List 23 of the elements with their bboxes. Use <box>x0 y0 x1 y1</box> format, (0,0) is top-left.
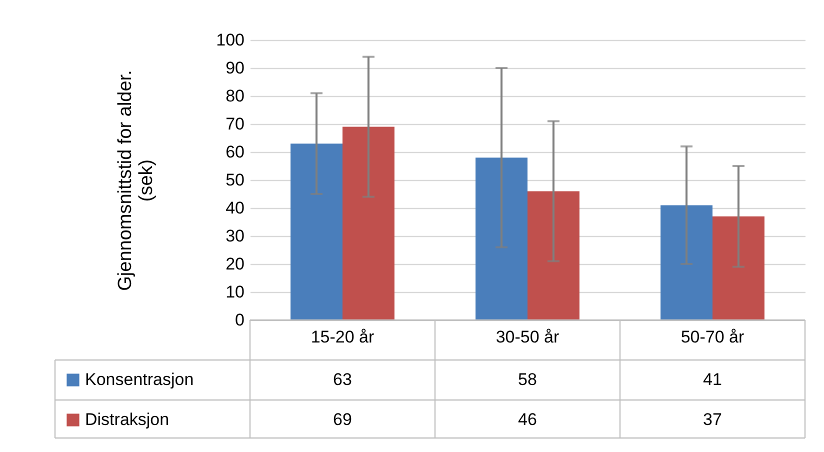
data-label: 63 <box>333 370 352 389</box>
data-label: 37 <box>703 410 722 429</box>
legend-label: Distraksjon <box>85 410 170 429</box>
data-label: 41 <box>703 370 722 389</box>
y-tick-label: 50 <box>226 170 244 190</box>
y-tick-label: 0 <box>235 310 244 330</box>
y-tick-label: 70 <box>226 114 244 134</box>
data-label: 69 <box>333 410 352 429</box>
y-tick-label: 10 <box>226 282 244 302</box>
x-tick-label: 50-70 år <box>680 328 744 346</box>
data-label: 58 <box>518 370 537 389</box>
y-tick-label: 20 <box>226 254 244 274</box>
data-label: 46 <box>518 410 537 429</box>
y-tick-label: 80 <box>226 86 244 106</box>
y-axis-title: Gjennomsnittstid for alder. (sek) <box>115 70 158 291</box>
y-tick-label: 40 <box>226 198 244 218</box>
x-tick-label: 15-20 år <box>310 328 374 346</box>
y-tick-label: 60 <box>226 142 244 162</box>
y-tick-label: 100 <box>216 30 244 50</box>
x-tick-label: 30-50 år <box>496 328 560 346</box>
y-tick-label: 90 <box>226 58 244 78</box>
legend-label: Konsentrasjon <box>85 370 194 389</box>
y-tick-label: 30 <box>226 226 244 246</box>
